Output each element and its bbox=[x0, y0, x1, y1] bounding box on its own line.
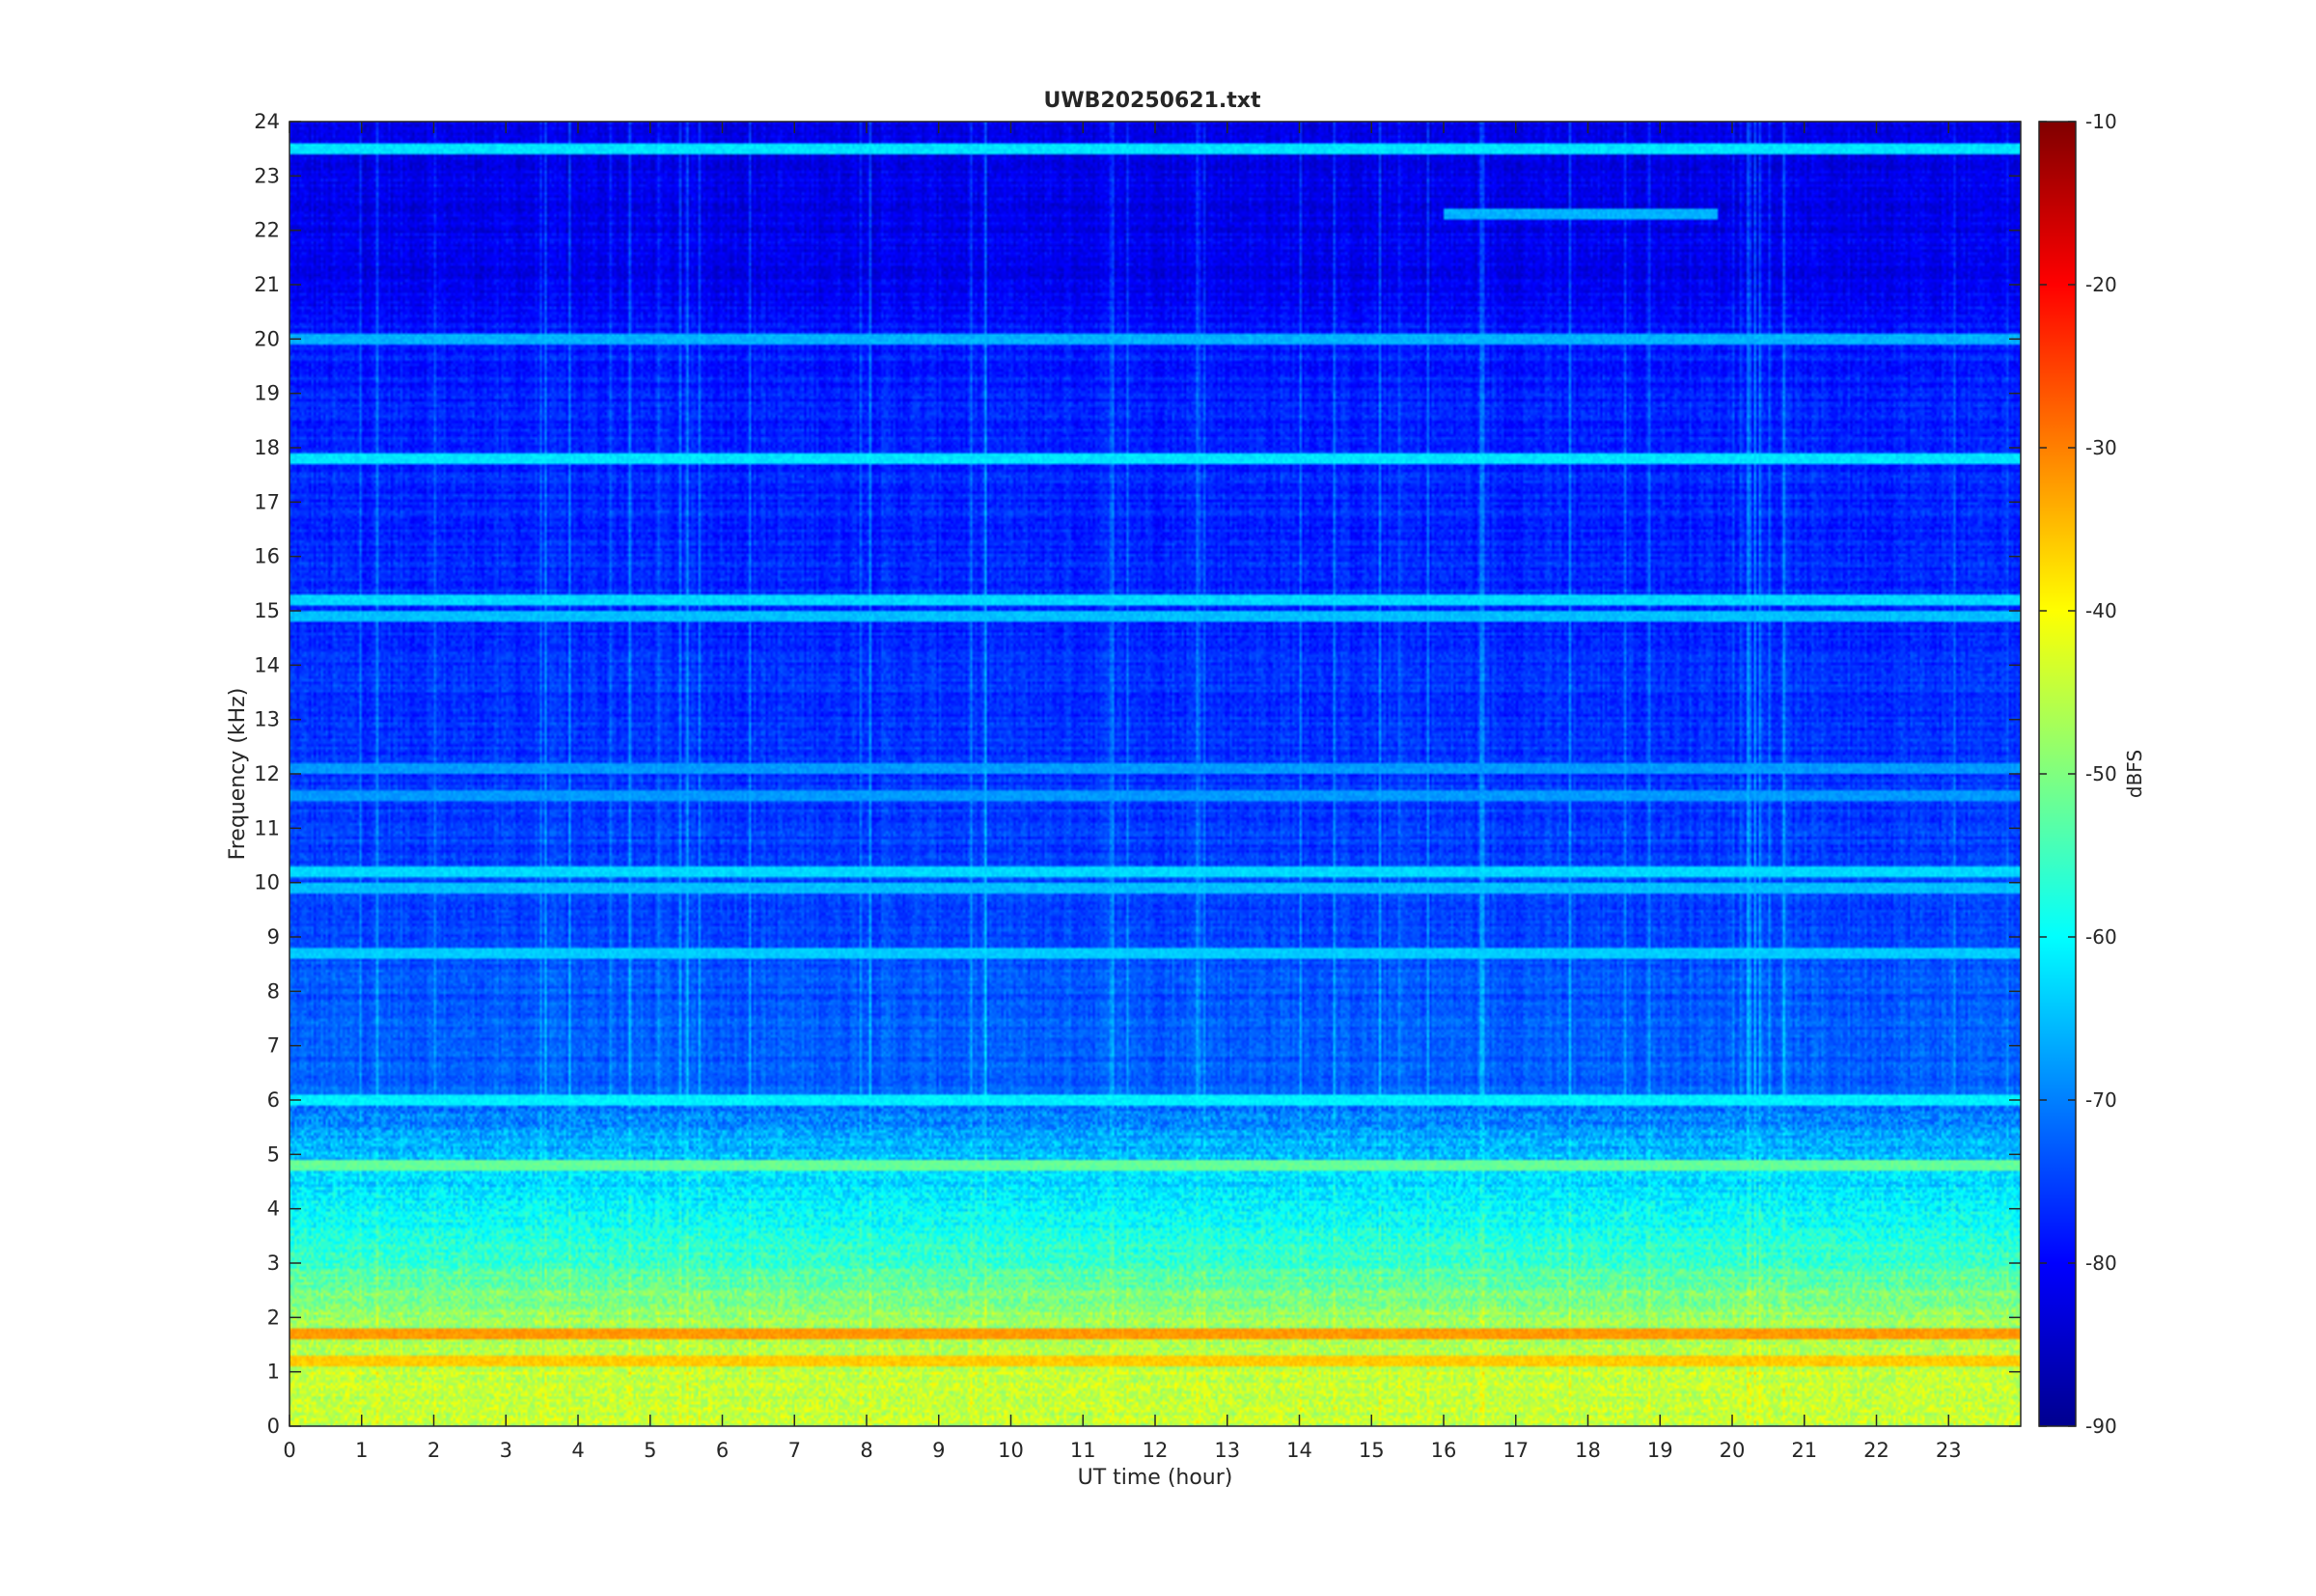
y-tick-label: 16 bbox=[254, 545, 280, 568]
x-tick-label: 0 bbox=[283, 1439, 295, 1462]
y-tick-label: 3 bbox=[267, 1252, 280, 1275]
x-tick-label: 23 bbox=[1936, 1439, 1962, 1462]
x-tick-label: 1 bbox=[355, 1439, 368, 1462]
y-tick-label: 19 bbox=[254, 382, 280, 405]
y-axis-label: Frequency (kHz) bbox=[226, 688, 250, 861]
y-tick-label: 5 bbox=[267, 1142, 280, 1166]
colorbar-tick-label: -60 bbox=[2085, 925, 2117, 949]
colorbar-tick-label: -40 bbox=[2085, 599, 2117, 622]
colorbar-label: dBFS bbox=[2123, 750, 2146, 798]
x-tick-label: 19 bbox=[1647, 1439, 1673, 1462]
x-tick-label: 21 bbox=[1791, 1439, 1817, 1462]
spectrogram-heatmap bbox=[290, 122, 2021, 1426]
x-tick-label: 22 bbox=[1863, 1439, 1889, 1462]
colorbar-ticks: -10 -20 -30 -40 -50 -60 -70 -80 -90 bbox=[2039, 110, 2117, 1438]
y-tick-label: 14 bbox=[254, 653, 280, 676]
y-tick-label: 10 bbox=[254, 871, 280, 894]
x-tick-label: 17 bbox=[1503, 1439, 1529, 1462]
colorbar-tick-label: -70 bbox=[2085, 1088, 2117, 1112]
y-tick-label: 18 bbox=[254, 436, 280, 459]
y-tick-label: 22 bbox=[254, 219, 280, 242]
plot-area bbox=[289, 121, 2022, 1427]
x-tick-label: 8 bbox=[860, 1439, 872, 1462]
colorbar-tick-label: -80 bbox=[2085, 1252, 2117, 1275]
x-tick-label: 13 bbox=[1214, 1439, 1240, 1462]
colorbar-tick-label: -90 bbox=[2085, 1415, 2117, 1438]
x-tick-label: 6 bbox=[716, 1439, 729, 1462]
y-tick-label: 20 bbox=[254, 327, 280, 350]
x-tick-label: 2 bbox=[427, 1439, 440, 1462]
x-tick-label: 15 bbox=[1359, 1439, 1385, 1462]
y-tick-label: 8 bbox=[267, 979, 280, 1003]
y-tick-label: 21 bbox=[254, 273, 280, 296]
y-tick-label: 13 bbox=[254, 708, 280, 731]
y-tick-label: 2 bbox=[267, 1306, 280, 1329]
x-tick-label: 5 bbox=[644, 1439, 656, 1462]
colorbar-tick-label: -50 bbox=[2085, 762, 2117, 785]
y-tick-label: 9 bbox=[267, 925, 280, 949]
y-tick-label: 11 bbox=[254, 816, 280, 839]
x-tick-label: 3 bbox=[500, 1439, 512, 1462]
x-tick-label: 16 bbox=[1431, 1439, 1457, 1462]
y-tick-label: 1 bbox=[267, 1361, 280, 1384]
y-tick-label: 7 bbox=[267, 1034, 280, 1058]
chart-title: UWB20250621.txt bbox=[1044, 89, 1261, 113]
x-tick-label: 7 bbox=[788, 1439, 801, 1462]
y-tick-label: 23 bbox=[254, 164, 280, 187]
x-tick-label: 4 bbox=[571, 1439, 584, 1462]
y-tick-label: 0 bbox=[267, 1415, 280, 1438]
colorbar-tick-label: -10 bbox=[2085, 110, 2117, 133]
x-tick-label: 10 bbox=[998, 1439, 1024, 1462]
colorbar: -10 -20 -30 -40 -50 -60 -70 -80 -90 dBFS bbox=[2038, 110, 2146, 1438]
x-tick-label: 14 bbox=[1286, 1439, 1312, 1462]
x-tick-label: 11 bbox=[1070, 1439, 1096, 1462]
colorbar-tick-label: -30 bbox=[2085, 436, 2117, 459]
y-tick-label: 15 bbox=[254, 599, 280, 622]
y-tick-label: 6 bbox=[267, 1088, 280, 1112]
y-tick-label: 24 bbox=[254, 110, 280, 133]
y-tick-label: 12 bbox=[254, 762, 280, 785]
x-tick-label: 12 bbox=[1143, 1439, 1169, 1462]
x-tick-label: 18 bbox=[1575, 1439, 1601, 1462]
x-axis-ticks: 0 1 2 3 4 5 6 7 8 9 10 11 12 13 14 15 16 17 18 19 20 21 22 23 bbox=[283, 122, 1962, 1462]
y-tick-label: 17 bbox=[254, 490, 280, 513]
y-tick-label: 4 bbox=[267, 1197, 280, 1221]
colorbar-tick-label: -20 bbox=[2085, 273, 2117, 296]
x-tick-label: 9 bbox=[932, 1439, 945, 1462]
x-tick-label: 20 bbox=[1720, 1439, 1746, 1462]
x-axis-label: UT time (hour) bbox=[1078, 1466, 1233, 1490]
